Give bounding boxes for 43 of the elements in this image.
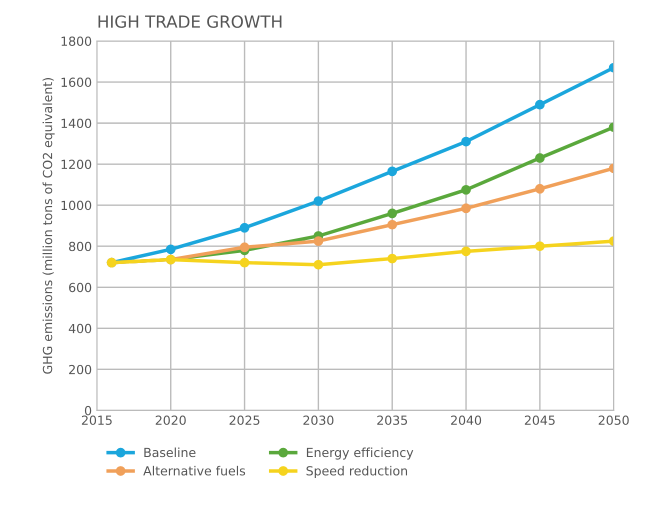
x-tick-label: 2035 bbox=[377, 415, 408, 425]
chart-title: HIGH TRADE GROWTH bbox=[98, 15, 282, 28]
point bbox=[461, 184, 471, 195]
point bbox=[166, 244, 176, 254]
x-tick-label: 2040 bbox=[451, 415, 482, 425]
point bbox=[387, 220, 398, 230]
y-tick-label: 400 bbox=[68, 324, 92, 334]
point bbox=[461, 203, 471, 214]
y-tick-label: 0 bbox=[84, 406, 92, 416]
x-tick-label: 2045 bbox=[524, 415, 555, 425]
y-tick-label: 600 bbox=[69, 282, 92, 292]
point bbox=[314, 236, 324, 246]
y-tick-label: 800 bbox=[69, 242, 92, 252]
point bbox=[240, 222, 250, 233]
point bbox=[240, 258, 250, 268]
point bbox=[535, 100, 545, 110]
y-tick-label: 1400 bbox=[62, 118, 92, 128]
x-tick-label: 2025 bbox=[230, 415, 260, 425]
point bbox=[387, 254, 398, 264]
point bbox=[387, 208, 398, 218]
x-tick-label: 2050 bbox=[598, 415, 629, 425]
point bbox=[461, 136, 471, 146]
point bbox=[535, 153, 545, 163]
point bbox=[387, 166, 398, 176]
y-tick-label: 1800 bbox=[62, 36, 92, 46]
y-axis-title: GHG emissions (million tons of CO2 equivalent) bbox=[42, 78, 55, 374]
y-tick-label: 1600 bbox=[62, 78, 92, 88]
legend-label: Energy efficiency bbox=[306, 448, 414, 460]
point bbox=[314, 196, 324, 206]
x-tick-label: 2015 bbox=[82, 415, 112, 425]
legend-label: Alternative fuels bbox=[143, 466, 246, 476]
point bbox=[240, 242, 250, 252]
y-tick-label: 200 bbox=[69, 364, 92, 374]
point bbox=[314, 260, 324, 270]
x-tick-label: 2030 bbox=[303, 415, 334, 425]
legend-label: Speed reduction bbox=[306, 466, 408, 478]
x-tick-label: 2020 bbox=[156, 415, 186, 425]
y-tick-label: 1000 bbox=[62, 200, 92, 210]
point bbox=[535, 241, 545, 252]
point bbox=[535, 184, 545, 194]
point bbox=[461, 246, 471, 256]
legend-label: Baseline bbox=[144, 448, 196, 458]
y-tick-label: 1200 bbox=[62, 160, 92, 170]
